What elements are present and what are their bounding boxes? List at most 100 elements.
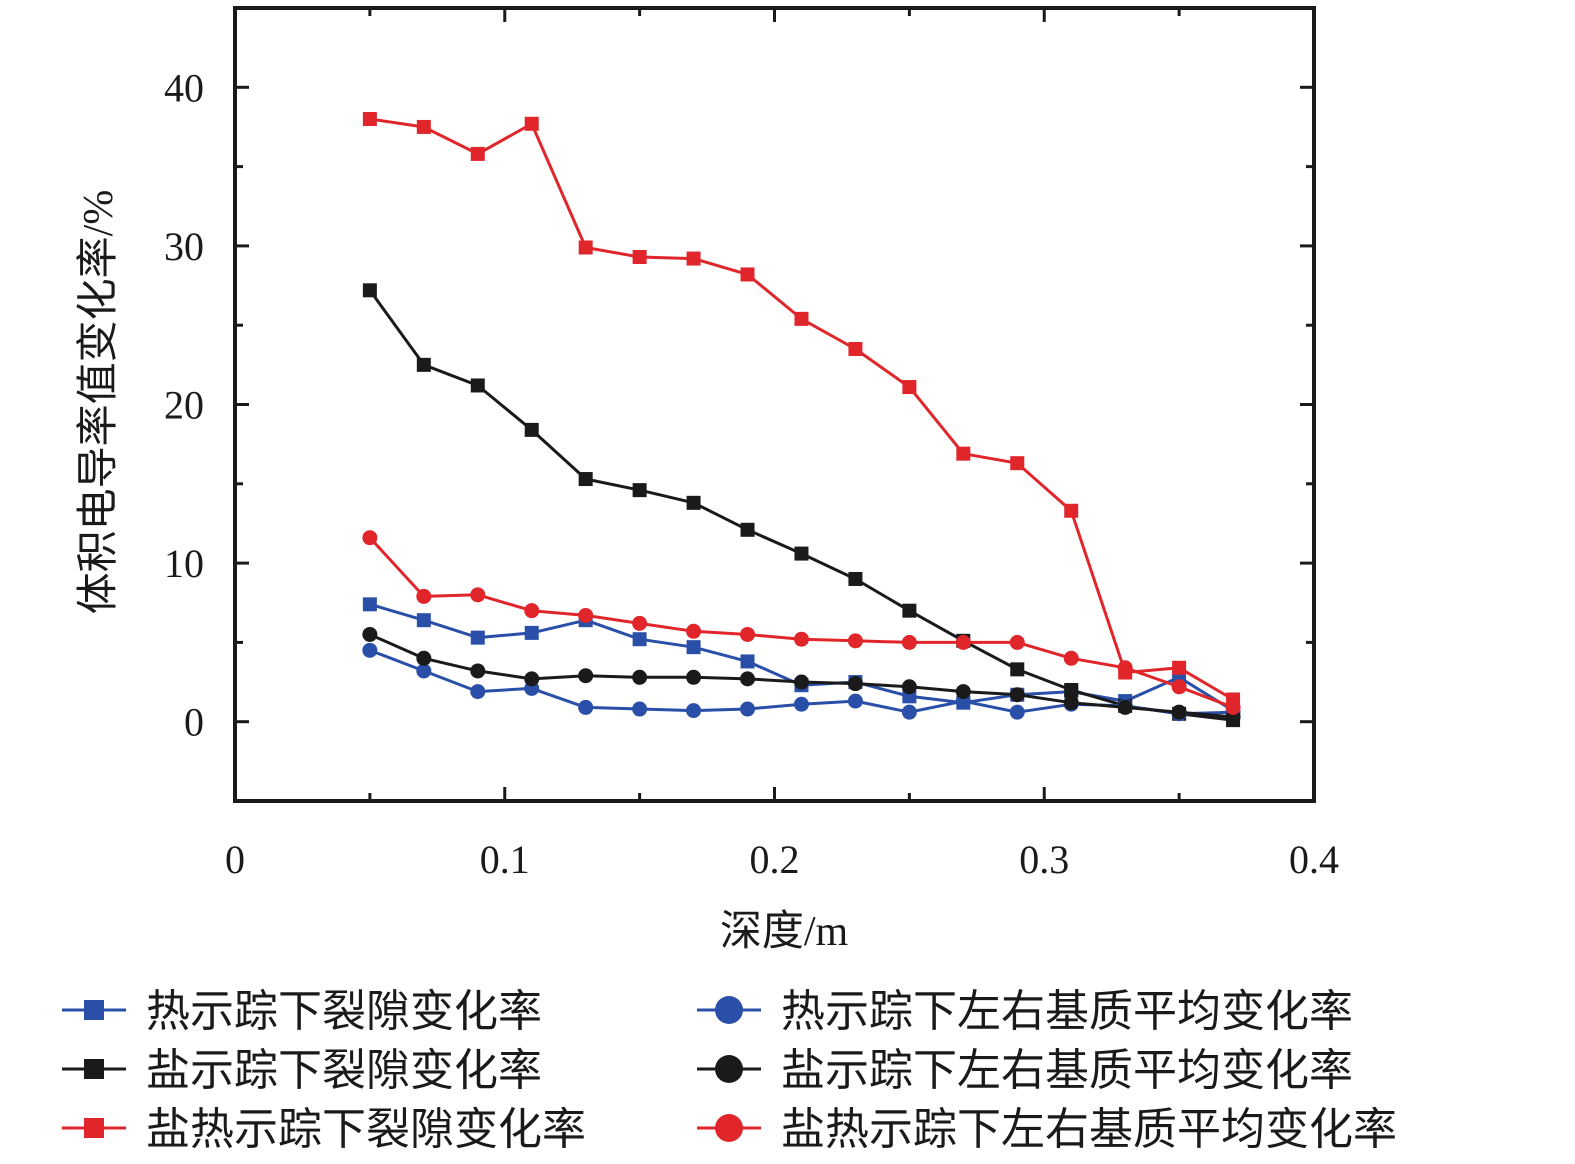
series-3 — [362, 112, 1241, 707]
data-point — [470, 587, 486, 603]
y-tick-label: 40 — [164, 65, 204, 110]
data-point — [740, 626, 756, 642]
series-line — [369, 602, 1234, 712]
data-point — [632, 483, 647, 498]
data-point — [470, 684, 486, 700]
legend-label: 热示踪下裂隙变化率 — [146, 987, 542, 1036]
data-point — [1063, 695, 1079, 711]
data-point — [470, 378, 485, 393]
data-point — [1010, 662, 1025, 677]
data-point — [1009, 704, 1025, 720]
data-point — [362, 283, 377, 298]
legend-item: 盐示踪下左右基质平均变化率 — [697, 1046, 1353, 1095]
series-line — [369, 117, 1234, 701]
y-tick-label: 30 — [164, 224, 204, 269]
data-point — [955, 684, 971, 700]
data-point — [578, 472, 593, 487]
data-point — [956, 446, 971, 461]
data-point — [794, 546, 809, 561]
data-point — [578, 240, 593, 255]
data-point — [416, 588, 432, 604]
legend-label: 盐示踪下左右基质平均变化率 — [781, 1046, 1353, 1095]
data-point — [847, 633, 863, 649]
data-point — [362, 530, 378, 546]
data-point — [686, 251, 701, 266]
data-point — [740, 671, 756, 687]
data-point — [793, 696, 809, 712]
data-point — [686, 640, 701, 655]
data-point — [470, 663, 486, 679]
data-point — [848, 341, 863, 356]
x-tick-label: 0 — [225, 837, 245, 882]
data-point — [524, 422, 539, 437]
data-point — [847, 693, 863, 709]
data-point — [632, 615, 648, 631]
legend-item: 盐热示踪下裂隙变化率 — [62, 1105, 586, 1154]
data-point — [955, 634, 971, 650]
series-layer — [362, 112, 1241, 728]
data-point — [901, 679, 917, 695]
legend-marker — [84, 1118, 104, 1138]
data-point — [1009, 634, 1025, 650]
data-point — [416, 119, 431, 134]
series-6 — [362, 530, 1241, 715]
series-5 — [362, 626, 1241, 725]
data-point — [740, 267, 755, 282]
legend-label: 热示踪下左右基质平均变化率 — [781, 987, 1353, 1036]
data-point — [848, 571, 863, 586]
series-2 — [362, 283, 1241, 728]
y-axis-title: 体积电导率值变化率/% — [75, 190, 122, 615]
data-point — [1009, 687, 1025, 703]
data-point — [578, 699, 594, 715]
data-point — [686, 623, 702, 639]
data-point — [1064, 682, 1079, 697]
data-point — [1117, 699, 1133, 715]
data-point — [632, 632, 647, 647]
x-tick-label: 0.3 — [1019, 837, 1069, 882]
plot-frame — [233, 6, 1316, 803]
data-point — [1171, 704, 1187, 720]
legend-label: 盐示踪下裂隙变化率 — [146, 1046, 542, 1095]
data-point — [470, 630, 485, 645]
data-point — [578, 607, 594, 623]
data-point — [794, 311, 809, 326]
data-point — [686, 669, 702, 685]
data-point — [901, 704, 917, 720]
data-point — [740, 654, 755, 669]
data-point — [1225, 699, 1241, 715]
legend-item: 盐示踪下裂隙变化率 — [62, 1046, 542, 1095]
data-point — [362, 597, 377, 612]
data-point — [362, 626, 378, 642]
data-point — [793, 631, 809, 647]
data-point — [740, 701, 756, 717]
data-point — [416, 613, 431, 628]
legend-item: 盐热示踪下左右基质平均变化率 — [697, 1105, 1397, 1154]
data-point — [1010, 456, 1025, 471]
data-point — [1117, 660, 1133, 676]
legend-marker — [715, 1114, 743, 1142]
legend-item: 热示踪下裂隙变化率 — [62, 987, 542, 1036]
data-point — [632, 669, 648, 685]
data-point — [632, 701, 648, 717]
y-tick-label: 10 — [164, 541, 204, 586]
legend-marker — [84, 1059, 104, 1079]
data-point — [524, 116, 539, 131]
data-point — [362, 642, 378, 658]
data-point — [793, 674, 809, 690]
data-point — [362, 112, 377, 127]
series-line — [368, 289, 1234, 722]
data-point — [686, 703, 702, 719]
data-point — [416, 663, 432, 679]
legend-marker — [715, 996, 743, 1024]
data-point — [632, 250, 647, 265]
legend-label: 盐热示踪下左右基质平均变化率 — [781, 1105, 1397, 1154]
x-tick-label: 0.2 — [750, 837, 800, 882]
data-point — [740, 522, 755, 537]
x-tick-label: 0.1 — [480, 837, 530, 882]
x-axis-title: 深度/m — [720, 909, 849, 955]
legend-marker — [715, 1055, 743, 1083]
y-tick-label: 0 — [184, 700, 204, 745]
data-point — [1064, 503, 1079, 518]
